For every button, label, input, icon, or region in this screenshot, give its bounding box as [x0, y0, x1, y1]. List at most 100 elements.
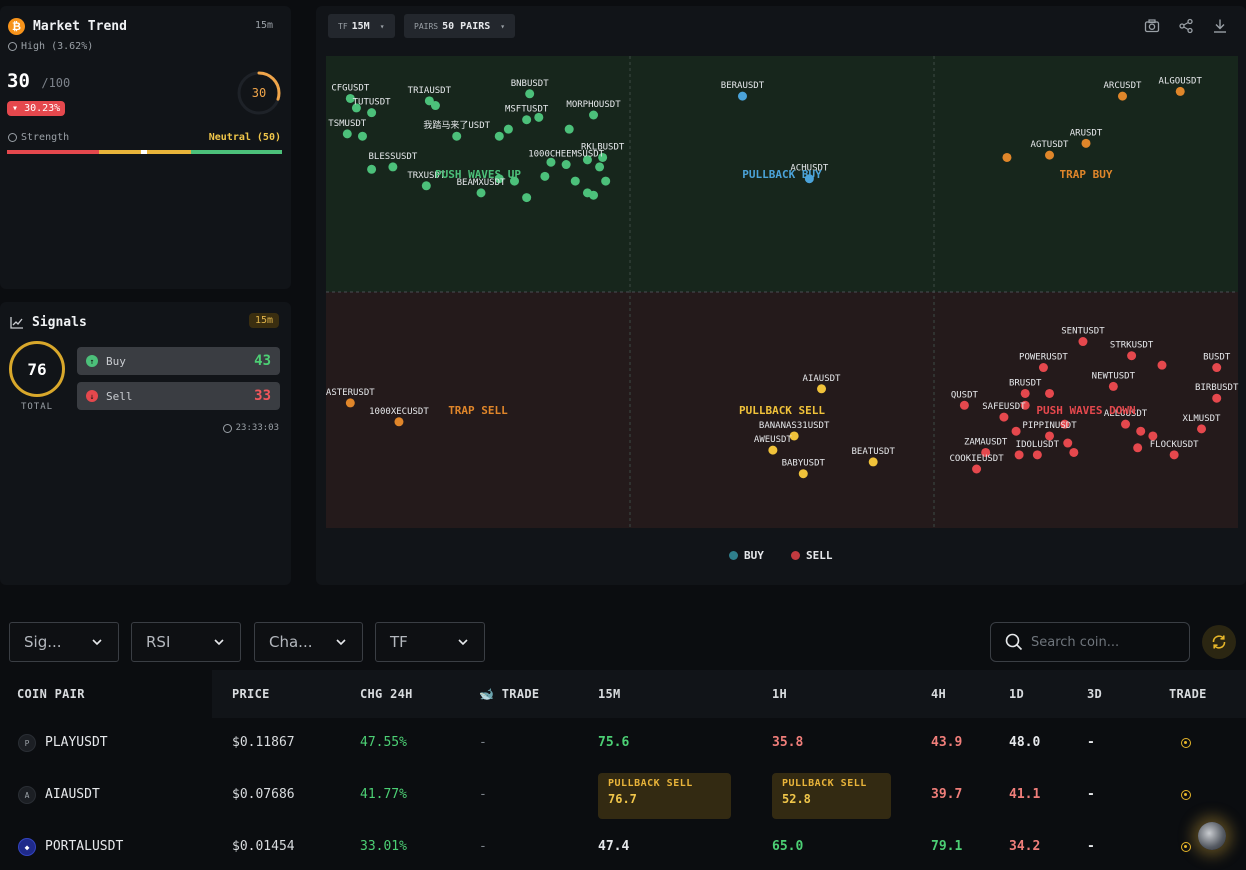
- scatter-point: [1038, 363, 1048, 373]
- signal-badge-15m[interactable]: PULLBACK SELL 76.7: [598, 773, 731, 819]
- rsi-1h: 35.8: [772, 735, 804, 750]
- refresh-icon: [1212, 635, 1226, 649]
- scatter-point: [1045, 150, 1055, 160]
- col-3d[interactable]: 3D: [1087, 687, 1103, 701]
- signal-badge-value: 52.8: [782, 792, 811, 806]
- download-icon[interactable]: [1212, 18, 1228, 34]
- scatter-point: [494, 174, 504, 184]
- col-chg24h[interactable]: CHG 24H: [360, 687, 413, 701]
- market-score-max: /100: [41, 76, 71, 90]
- col-whale-trade-label: TRADE: [501, 687, 540, 701]
- scatter-point: [972, 464, 982, 474]
- scatter-point: [546, 157, 556, 167]
- refresh-button[interactable]: [1202, 625, 1236, 659]
- legend-buy-label: BUY: [744, 549, 764, 562]
- chevron-down-icon: ▾: [379, 21, 385, 31]
- scatter-point-label: MORPHOUSDT: [566, 100, 621, 110]
- coin-pair[interactable]: AIAUSDT: [45, 787, 100, 802]
- portal-coin-icon: ◆: [18, 838, 36, 856]
- scatter-point: [1014, 450, 1024, 460]
- buy-zone-bg: [326, 56, 1238, 292]
- signals-card: Signals 15m 76 TOTAL ↑ Buy 43 ↓ Sell 33 …: [0, 302, 291, 585]
- signals-timeframe: 15m: [248, 313, 279, 328]
- strength-row: Strength: [8, 132, 69, 143]
- timeframe-dropdown[interactable]: TF 15M ▾: [328, 14, 395, 38]
- col-1h[interactable]: 1H: [772, 687, 788, 701]
- sell-arrow-icon: ↓: [86, 390, 98, 402]
- col-trade[interactable]: TRADE: [1169, 687, 1207, 701]
- scatter-point-label: BRUSDT: [1009, 378, 1042, 388]
- buy-label: Buy: [106, 354, 126, 368]
- rsi-1h: 65.0: [772, 839, 804, 854]
- scatter-point: [1045, 431, 1055, 441]
- strength-bar-bullish: [191, 150, 282, 154]
- market-high-label: High (3.62%): [21, 41, 94, 52]
- scatter-point: [1020, 400, 1030, 410]
- scatter-point: [1136, 426, 1146, 436]
- col-price[interactable]: PRICE: [232, 687, 270, 701]
- market-trend-header: ₿ Market Trend: [8, 18, 127, 35]
- scatter-point-label: BEAMXUSDT: [457, 178, 506, 188]
- strength-label: Strength: [21, 132, 70, 143]
- strength-bar-weak: [99, 150, 141, 154]
- scatter-point: [1117, 91, 1127, 101]
- col-15m[interactable]: 15M: [598, 687, 621, 701]
- scatter-point: [351, 103, 361, 113]
- scatter-point: [1045, 388, 1055, 398]
- trade-icon[interactable]: [1181, 790, 1191, 800]
- chevron-down-icon: ▾: [500, 21, 506, 31]
- sell-signal-row[interactable]: ↓ Sell 33: [77, 382, 280, 410]
- signal-filter-dropdown[interactable]: Sig...: [9, 622, 119, 662]
- coin-pair[interactable]: PORTALUSDT: [45, 839, 124, 854]
- change-filter-dropdown[interactable]: Cha...: [254, 622, 363, 662]
- scatter-point-label: IDOLUSDT: [1016, 440, 1060, 450]
- scatter-point: [1148, 431, 1158, 441]
- signals-timestamp: 23:33:03: [222, 423, 279, 433]
- col-4h[interactable]: 4H: [931, 687, 947, 701]
- search-box[interactable]: Search coin...: [990, 622, 1190, 662]
- camera-icon[interactable]: [1144, 18, 1160, 34]
- assistant-orb-button[interactable]: [1198, 822, 1226, 850]
- scatter-point: [1002, 152, 1012, 162]
- sell-count: 33: [254, 388, 271, 404]
- market-gauge-value: 30: [251, 86, 267, 100]
- signal-badge-1h[interactable]: PULLBACK SELL 52.8: [772, 773, 891, 819]
- col-1d[interactable]: 1D: [1009, 687, 1025, 701]
- chevron-down-icon: [92, 639, 102, 646]
- scatter-point: [367, 164, 377, 174]
- trade-icon[interactable]: [1181, 842, 1191, 852]
- trade-icon[interactable]: [1181, 738, 1191, 748]
- tf-filter-dropdown[interactable]: TF: [375, 622, 485, 662]
- rsi-3d: -: [1087, 839, 1095, 854]
- price: $0.11867: [232, 735, 295, 750]
- scatter-point-label: AIAUSDT: [803, 374, 842, 384]
- quadrant-label-push-down: PUSH WAVES DOWN: [1036, 404, 1135, 417]
- signals-total-ring: 76: [9, 341, 65, 397]
- coin-icon: P: [18, 734, 36, 752]
- scatter-point: [534, 112, 544, 122]
- clock-icon: [222, 423, 232, 433]
- scatter-point-label: ARCUSDT: [1104, 81, 1143, 91]
- buy-signal-row[interactable]: ↑ Buy 43: [77, 347, 280, 375]
- col-whale-trade[interactable]: 🐋 TRADE: [479, 687, 539, 701]
- market-trend-timeframe: 15m: [254, 20, 273, 31]
- scatter-point: [1169, 450, 1179, 460]
- chevron-down-icon: [458, 639, 468, 646]
- scatter-point: [959, 400, 969, 410]
- share-icon[interactable]: [1178, 18, 1194, 34]
- rsi-filter-dropdown[interactable]: RSI: [131, 622, 241, 662]
- col-coin-pair[interactable]: COIN PAIR: [17, 687, 85, 701]
- scatter-point-label: ARUSDT: [1070, 128, 1103, 138]
- quadrant-label-pullback-sell: PULLBACK SELL: [739, 404, 825, 417]
- scatter-point: [1212, 363, 1222, 373]
- scatter-point: [1011, 426, 1021, 436]
- chart-line-icon: [10, 316, 23, 329]
- pairs-dropdown[interactable]: PAIRS 50 PAIRS ▾: [404, 14, 516, 38]
- legend-buy-dot: [729, 551, 738, 560]
- scatter-chart: CFGUSDT TUTUSDT TRIAUSDT BNBUSDT MORPHOUSDT M…: [326, 56, 1239, 528]
- scatter-point-label: ALGOUSDT: [1159, 76, 1203, 86]
- coin-pair[interactable]: PLAYUSDT: [45, 735, 108, 750]
- scatter-point: [394, 417, 404, 427]
- search-input[interactable]: Search coin...: [1031, 634, 1120, 650]
- rsi-4h: 39.7: [931, 787, 963, 802]
